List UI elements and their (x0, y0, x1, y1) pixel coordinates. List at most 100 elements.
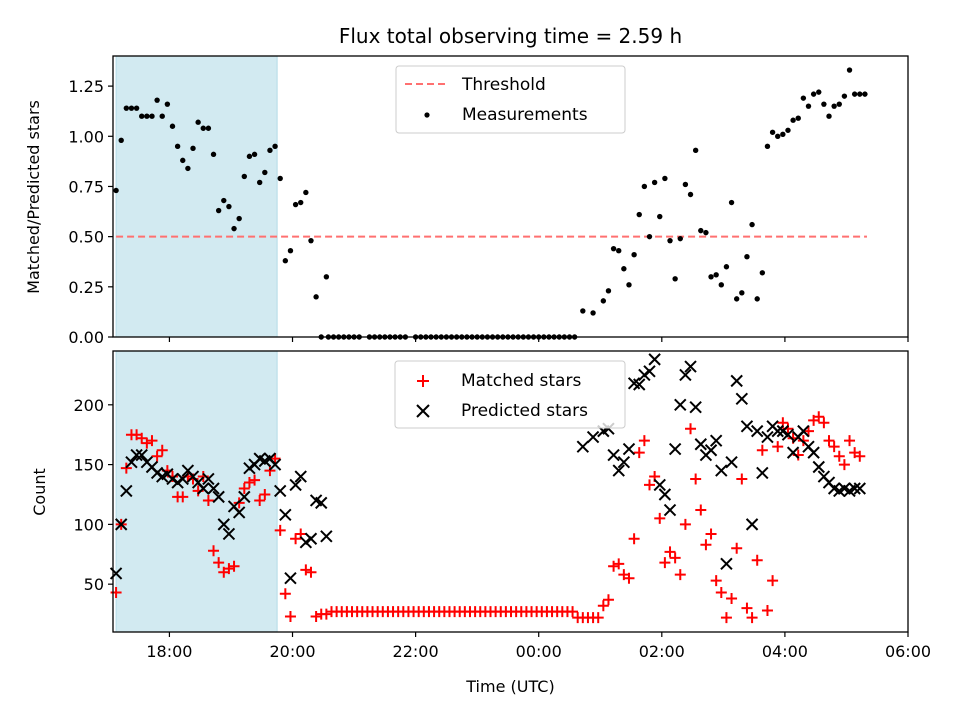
bottom-series-1-point-19 (207, 482, 220, 495)
bottom-series-1-point-81 (786, 446, 800, 459)
top-series-0-point-27 (251, 151, 258, 158)
top-ytick-label-5: 1.25 (68, 77, 104, 96)
bottom-xtick-label-0: 18:00 (146, 642, 192, 661)
top-series-0-point-95 (621, 266, 627, 272)
top-series-0-point-142 (862, 91, 868, 97)
top-series-0-point-89 (580, 308, 586, 314)
top-series-0-point-105 (672, 276, 678, 282)
top-ytick-label-0: 0.00 (68, 328, 104, 347)
top-ytick-label-3: 0.75 (68, 177, 104, 196)
bottom-series-0-point-120 (726, 593, 738, 605)
bottom-xtick-label-6: 06:00 (885, 642, 931, 661)
bottom-series-0-point-116 (705, 528, 717, 540)
bottom-series-0-point-135 (802, 425, 814, 437)
top-series-0-point-97 (631, 252, 637, 258)
bottom-series-0-point-35 (290, 533, 302, 545)
bottom-xtick-label-2: 22:00 (393, 642, 439, 661)
bottom-ytick-label-3: 200 (73, 396, 104, 415)
legend-predicted-label: Predicted stars (461, 401, 588, 421)
bottom-series-0-point-8 (151, 450, 163, 462)
bottom-series-0-point-118 (715, 587, 727, 599)
bottom-series-0-point-34 (284, 610, 296, 622)
top-series-0-point-92 (605, 288, 612, 294)
bottom-series-0-point-37 (300, 564, 312, 576)
top-series-0-point-24 (236, 215, 242, 222)
bottom-series-1-point-93 (848, 482, 861, 495)
bottom-series-0-point-123 (741, 602, 753, 614)
bottom-series-0-point-124 (746, 612, 758, 624)
bottom-series-1-point-76 (761, 430, 774, 444)
top-series-0-point-104 (667, 237, 673, 244)
bottom-series-1-point-63 (694, 438, 707, 451)
bottom-series-0-point-129 (772, 441, 784, 453)
top-series-0-point-11 (169, 123, 176, 129)
bottom-series-0-point-95 (597, 600, 609, 612)
top-series-0-point-135 (826, 113, 832, 119)
bottom-series-1-point-67 (715, 464, 728, 477)
top-series-0-point-137 (836, 101, 842, 107)
bottom-series-0-point-98 (613, 558, 625, 570)
top-series-0-point-17 (200, 125, 206, 131)
top-series-0-point-126 (780, 131, 786, 137)
bottom-series-0-point-138 (818, 417, 830, 429)
bottom-series-1-point-69 (725, 455, 738, 469)
top-series-0-point-33 (282, 258, 289, 264)
top-series-0-point-21 (221, 197, 227, 204)
top-series-0-point-128 (790, 117, 796, 123)
bottom-series-1-point-43 (586, 430, 600, 444)
bottom-series-0-point-142 (838, 459, 850, 471)
top-series-0-point-16 (195, 119, 201, 125)
bottom-series-0-point-20 (213, 557, 225, 569)
legend-bottom-frame (394, 360, 626, 429)
top-series-0-point-122 (759, 270, 766, 276)
top-series-0-point-116 (728, 199, 735, 206)
chart-title: Flux total observing time = 2.59 h (339, 24, 682, 48)
top-series-0-point-7 (149, 113, 155, 119)
top-series-0-point-123 (764, 143, 771, 150)
top-series-0-point-106 (677, 235, 683, 242)
bottom-xtick-label-4: 02:00 (639, 642, 685, 661)
bottom-series-1-point-48 (617, 455, 631, 469)
legend-matched-swatch (417, 375, 429, 387)
bottom-series-1-point-42 (576, 440, 590, 453)
top-series-0-point-140 (851, 91, 858, 97)
top-series-0-point-138 (841, 93, 848, 99)
top-series-0-point-31 (272, 143, 278, 150)
top-series-0-point-117 (733, 296, 740, 302)
top-series-0-point-25 (241, 173, 248, 180)
bottom-series-0-point-140 (828, 441, 840, 453)
top-series-0-point-120 (749, 221, 755, 228)
bottom-series-0-point-89 (567, 606, 579, 618)
bottom-series-0-point-38 (305, 566, 317, 578)
bottom-series-0-point-111 (679, 518, 691, 530)
top-series-0-point-132 (810, 91, 817, 97)
top-series-0-point-4 (133, 105, 140, 111)
bottom-series-0-point-24 (233, 497, 245, 509)
bottom-series-1-point-74 (750, 424, 764, 438)
top-series-0-point-127 (785, 127, 791, 133)
bottom-series-1 (109, 353, 866, 585)
top-series-0-point-111 (703, 229, 709, 236)
top-series-0-point-90 (590, 310, 596, 316)
bottom-series-1-point-68 (720, 557, 733, 571)
bottom-series-1-point-22 (222, 527, 236, 541)
bottom-series-0-point-110 (674, 569, 686, 581)
bottom-series-1-point-25 (238, 490, 251, 504)
panel-bottom: 50 100 150 200 18:00 20:00 22:00 00:00 02:00 04:0… (73, 350, 931, 661)
bottom-series-1-point-31 (268, 458, 282, 471)
top-series-0-point-133 (816, 89, 822, 95)
bottom-series-1-point-47 (612, 464, 625, 477)
bottom-series-0-point-25 (238, 483, 250, 495)
bottom-series-0-point-94 (592, 612, 604, 624)
top-axes-frame (112, 55, 909, 338)
top-series-0-point-102 (657, 213, 663, 220)
bottom-ytick-label-1: 100 (73, 515, 104, 534)
top-series-0-point-12 (174, 143, 181, 150)
legend-threshold-label: Threshold (461, 75, 546, 95)
bottom-series-0-point-9 (156, 444, 168, 456)
bottom-series-1-point-71 (735, 392, 749, 406)
bottom-series-0-point-141 (833, 450, 845, 462)
bottom-series-0-point-108 (664, 546, 676, 558)
bottom-series-0-point-22 (223, 563, 235, 575)
top-series-0-point-141 (857, 91, 863, 97)
